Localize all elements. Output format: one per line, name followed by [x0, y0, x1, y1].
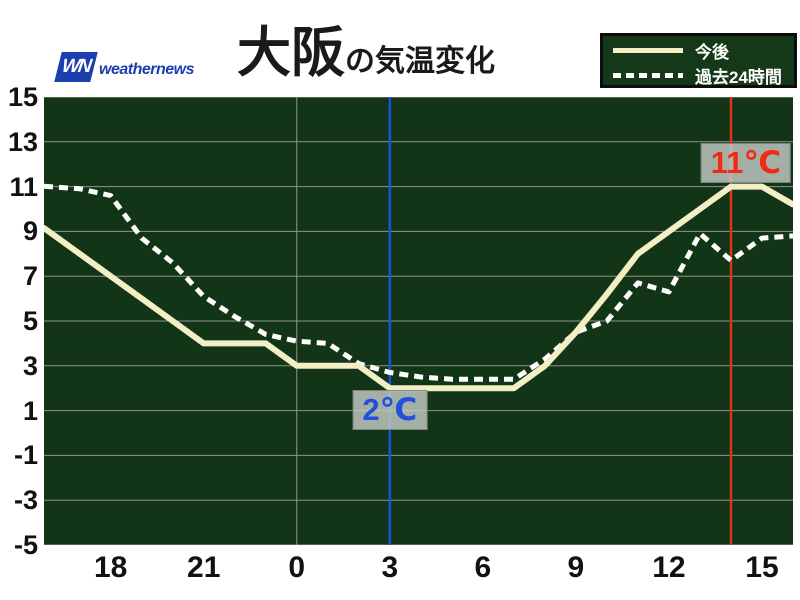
x-tick-label: 12	[652, 551, 686, 584]
peak-temp-value: 11℃	[710, 145, 781, 181]
current-temp-annotation: 2℃	[352, 389, 428, 430]
legend-item-forecast: 今後	[613, 38, 784, 63]
y-tick-label: -5	[13, 530, 38, 560]
weathernews-logo-icon: WN	[54, 52, 98, 82]
peak-temp-annotation: 11℃	[700, 143, 791, 184]
legend-item-past24h: 過去24時間	[613, 63, 784, 88]
x-tick-label: 9	[567, 551, 585, 584]
y-tick-label: 7	[22, 261, 38, 292]
y-tick-label: 9	[22, 216, 38, 247]
y-tick-label: 11	[9, 171, 38, 202]
solid-line-swatch-icon	[613, 48, 683, 53]
title-suffix: の気温変化	[345, 45, 495, 78]
x-tick-label: 21	[187, 551, 221, 584]
x-tick-label: 6	[474, 551, 492, 584]
temperature-line-chart	[44, 97, 793, 545]
y-tick-label: 15	[7, 82, 38, 112]
y-tick-label: 3	[22, 350, 38, 381]
legend-label-forecast: 今後	[695, 43, 729, 62]
x-tick-label: 15	[745, 551, 779, 584]
x-tick-label: 0	[288, 551, 306, 584]
y-tick-label: 5	[22, 306, 38, 336]
page-title: 大阪 の気温変化	[237, 23, 495, 83]
plot-area	[44, 97, 793, 545]
y-tick-label: -3	[13, 485, 38, 516]
y-tick-label: 1	[22, 395, 38, 426]
forecast-series-line	[44, 183, 793, 392]
logo-brand-text: weathernews	[99, 61, 194, 78]
dashed-line-swatch-icon	[613, 73, 683, 78]
y-tick-label: 13	[7, 126, 38, 157]
legend-label-past24h: 過去24時間	[695, 68, 782, 87]
current-temp-value: 2℃	[362, 391, 418, 427]
logo-wn-text: WN	[60, 56, 92, 77]
y-tick-label: -1	[13, 440, 38, 471]
x-tick-label: 3	[381, 551, 399, 584]
legend: 今後 過去24時間	[600, 33, 797, 88]
title-city: 大阪	[237, 23, 345, 83]
x-tick-label: 18	[93, 551, 128, 584]
past24h-series-line	[44, 183, 793, 382]
